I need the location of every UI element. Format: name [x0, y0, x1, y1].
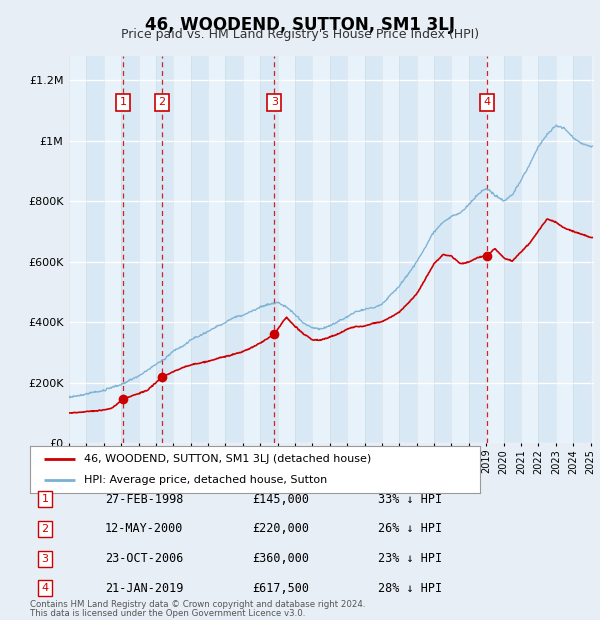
Text: 28% ↓ HPI: 28% ↓ HPI	[378, 582, 442, 595]
Text: £220,000: £220,000	[252, 523, 309, 535]
Text: HPI: Average price, detached house, Sutton: HPI: Average price, detached house, Sutt…	[84, 476, 327, 485]
Bar	[226, 56, 243, 443]
Text: 4: 4	[41, 583, 49, 593]
Bar	[538, 56, 556, 443]
Text: 46, WOODEND, SUTTON, SM1 3LJ: 46, WOODEND, SUTTON, SM1 3LJ	[145, 16, 455, 33]
Text: 2: 2	[41, 524, 49, 534]
Bar	[382, 56, 399, 443]
Text: 23-OCT-2006: 23-OCT-2006	[105, 552, 184, 565]
Bar	[278, 56, 295, 443]
Bar	[399, 56, 416, 443]
Text: 21-JAN-2019: 21-JAN-2019	[105, 582, 184, 595]
Bar	[347, 56, 365, 443]
Bar	[156, 56, 173, 443]
Bar	[243, 56, 260, 443]
Text: £145,000: £145,000	[252, 493, 309, 505]
Text: 26% ↓ HPI: 26% ↓ HPI	[378, 523, 442, 535]
Text: £360,000: £360,000	[252, 552, 309, 565]
Text: 1: 1	[41, 494, 49, 504]
Text: 23% ↓ HPI: 23% ↓ HPI	[378, 552, 442, 565]
Bar	[295, 56, 313, 443]
Text: 46, WOODEND, SUTTON, SM1 3LJ (detached house): 46, WOODEND, SUTTON, SM1 3LJ (detached h…	[84, 454, 371, 464]
Text: 12-MAY-2000: 12-MAY-2000	[105, 523, 184, 535]
Bar	[121, 56, 139, 443]
Bar	[86, 56, 104, 443]
Bar	[173, 56, 191, 443]
Bar	[69, 56, 86, 443]
Bar	[208, 56, 226, 443]
Bar	[486, 56, 503, 443]
Text: 33% ↓ HPI: 33% ↓ HPI	[378, 493, 442, 505]
Bar	[521, 56, 538, 443]
Text: 27-FEB-1998: 27-FEB-1998	[105, 493, 184, 505]
Bar	[469, 56, 486, 443]
Text: 4: 4	[484, 97, 491, 107]
Bar	[556, 56, 573, 443]
Text: This data is licensed under the Open Government Licence v3.0.: This data is licensed under the Open Gov…	[30, 609, 305, 618]
Bar	[416, 56, 434, 443]
Bar	[503, 56, 521, 443]
Text: 2: 2	[158, 97, 166, 107]
Text: £617,500: £617,500	[252, 582, 309, 595]
Bar	[590, 56, 600, 443]
Bar	[104, 56, 121, 443]
Text: 1: 1	[120, 97, 127, 107]
Text: Price paid vs. HM Land Registry's House Price Index (HPI): Price paid vs. HM Land Registry's House …	[121, 28, 479, 41]
Bar	[365, 56, 382, 443]
Text: Contains HM Land Registry data © Crown copyright and database right 2024.: Contains HM Land Registry data © Crown c…	[30, 600, 365, 609]
Bar	[139, 56, 156, 443]
Bar	[313, 56, 330, 443]
Text: 3: 3	[41, 554, 49, 564]
Text: 3: 3	[271, 97, 278, 107]
Bar	[330, 56, 347, 443]
Bar	[434, 56, 451, 443]
Bar	[191, 56, 208, 443]
Bar	[260, 56, 278, 443]
Bar	[573, 56, 590, 443]
Bar	[451, 56, 469, 443]
